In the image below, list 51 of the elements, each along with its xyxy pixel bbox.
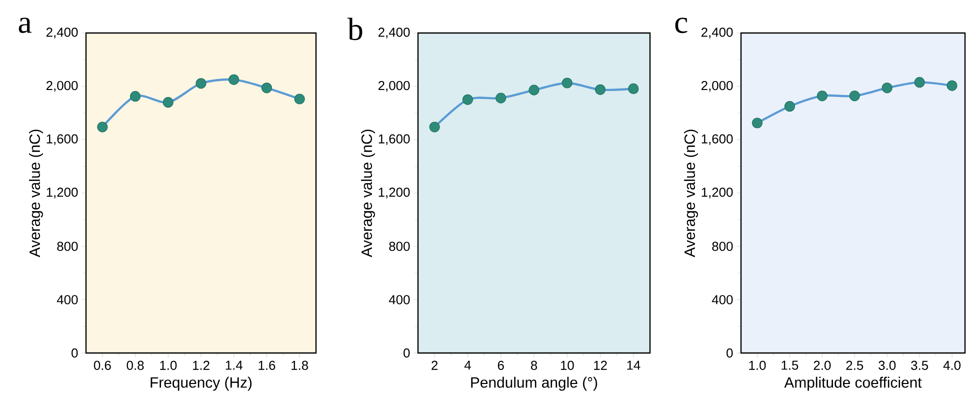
y-tick-label: 1,200 <box>46 188 78 198</box>
y-tick-label: 800 <box>712 242 733 251</box>
y-tick-label: 2,400 <box>701 28 733 38</box>
x-tick-label: 1.6 <box>258 360 276 370</box>
x-tick-label: 10 <box>560 360 574 370</box>
x-tick-label: 0.6 <box>94 360 111 370</box>
x-tick-label: 2.5 <box>846 360 864 370</box>
x-tick-label: 1.0 <box>749 360 766 370</box>
y-tick-label: 1,600 <box>46 134 78 146</box>
y-tick-label: 0 <box>726 348 733 358</box>
y-tick-label: 800 <box>57 242 78 251</box>
y-tick-label: 1,200 <box>702 188 733 198</box>
y-axis-title: Average value (nC) <box>684 130 698 258</box>
y-tick-label: 400 <box>388 295 410 304</box>
x-tick-label: 1.4 <box>226 360 242 370</box>
x-tick-label: 3.0 <box>878 360 896 370</box>
x-tick-label: 1.5 <box>782 360 798 370</box>
chart-title: a <box>18 18 32 34</box>
y-tick-label: 2,000 <box>46 80 78 92</box>
y-tick-label: 1,200 <box>378 188 410 198</box>
x-tick-label: 1.8 <box>292 360 308 370</box>
x-axis-title: Amplitude coefficient <box>784 376 922 391</box>
x-axis-title: Pendulum angle (°) <box>471 376 598 391</box>
y-tick-label: 1,600 <box>378 134 410 146</box>
y-tick-label: 400 <box>56 295 78 304</box>
x-tick-label: 4.0 <box>943 360 961 370</box>
x-tick-label: 1.0 <box>160 360 177 370</box>
chart-title: c <box>675 18 688 34</box>
y-tick-label: 0 <box>72 348 78 358</box>
x-tick-label: 2.0 <box>814 360 831 370</box>
y-tick-label: 2,400 <box>378 28 410 38</box>
chart-title: b <box>348 18 362 40</box>
y-axis-title: Average value (nC) <box>29 130 43 258</box>
x-tick-label: 1.2 <box>192 360 210 370</box>
x-axis-title: Frequency (Hz) <box>150 376 252 391</box>
y-tick-label: 0 <box>404 348 410 358</box>
y-tick-label: 2,400 <box>46 28 78 38</box>
x-tick-label: 12 <box>594 360 607 370</box>
x-tick-label: 6 <box>498 360 504 370</box>
y-tick-label: 1,600 <box>702 134 733 146</box>
x-tick-label: 14 <box>627 360 640 370</box>
y-tick-label: 800 <box>389 242 410 251</box>
y-tick-label: 2,000 <box>378 80 410 92</box>
x-tick-label: 3.5 <box>911 360 928 370</box>
y-axis-title: Average value (nC) <box>361 130 375 258</box>
y-tick-label: 2,000 <box>701 80 733 92</box>
x-tick-label: 4 <box>464 360 471 370</box>
x-tick-label: 0.8 <box>126 360 144 370</box>
x-tick-label: 2 <box>432 360 438 370</box>
x-tick-label: 8 <box>530 360 538 370</box>
y-tick-label: 400 <box>712 295 733 304</box>
